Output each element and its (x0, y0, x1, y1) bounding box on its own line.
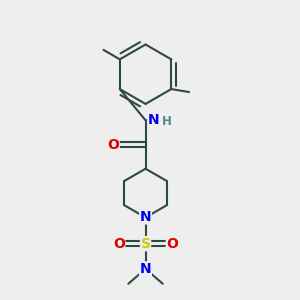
Text: O: O (107, 138, 119, 152)
Text: S: S (140, 237, 151, 250)
Text: H: H (162, 115, 172, 128)
Text: O: O (113, 237, 125, 250)
Text: O: O (167, 237, 178, 250)
Text: N: N (140, 210, 152, 224)
Text: N: N (140, 262, 152, 276)
Text: N: N (148, 113, 160, 127)
